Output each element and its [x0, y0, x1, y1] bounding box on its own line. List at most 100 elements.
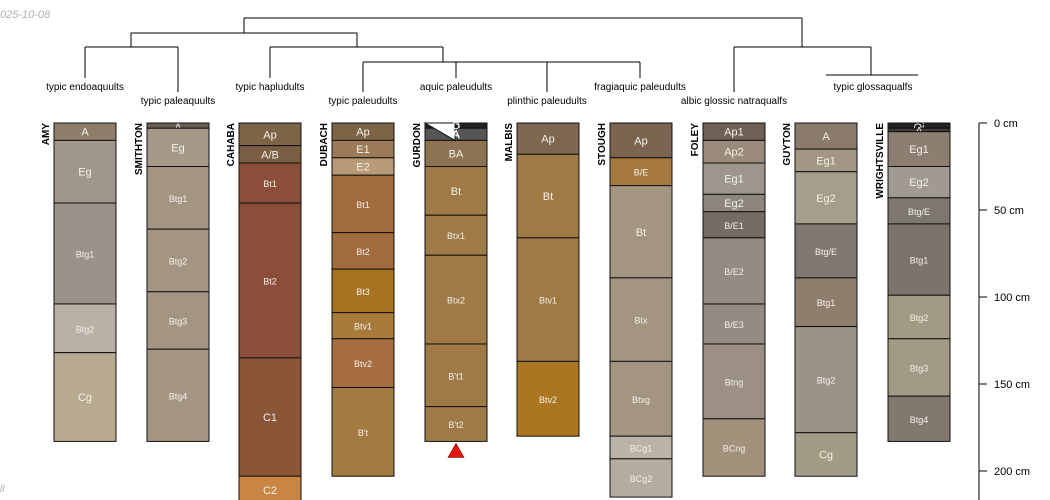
horizon — [238, 357, 302, 477]
profile-cahaba: Ap A/B Bt1 Bt2 C1 C2 CAHABA — [226, 122, 302, 500]
horizon-label: B't2 — [448, 420, 463, 430]
horizon-label: Eg2 — [816, 193, 836, 205]
profile-name: AMY — [41, 123, 52, 146]
horizon-label: Btg1 — [817, 298, 836, 308]
profile-name: GUYTON — [782, 123, 793, 166]
profile-smithton: AEgBtg1Btg2Btg3Btg4SMITHTON — [134, 122, 210, 442]
taxon-label: typic paleaquults — [141, 96, 216, 107]
horizon-label: Bt2 — [263, 276, 277, 286]
horizon — [331, 232, 395, 270]
horizon-label: A — [452, 128, 460, 140]
horizon-label: Bt3 — [356, 287, 370, 297]
taxonomic-dendrogram — [84, 17, 918, 92]
horizon — [887, 294, 951, 340]
horizon — [331, 386, 395, 477]
horizon — [146, 127, 210, 167]
horizon — [609, 157, 673, 187]
horizon-label: Cg — [819, 449, 833, 461]
horizon-label: B/E1 — [724, 221, 744, 231]
horizon-label: Ap — [356, 127, 369, 139]
horizon — [887, 131, 951, 167]
horizon-label: Ap — [634, 135, 647, 147]
horizon-label: Btx — [634, 316, 648, 326]
horizon-label: Bt1 — [263, 179, 277, 189]
horizon-label: Btg1 — [169, 194, 188, 204]
profile-name: FOLEY — [690, 123, 701, 157]
horizon-label: C2 — [263, 485, 277, 497]
horizon — [516, 360, 580, 437]
horizon — [146, 166, 210, 230]
horizon — [702, 237, 766, 305]
horizon — [702, 418, 766, 477]
depth-tick-label: 200 cm — [994, 466, 1030, 478]
horizon — [702, 162, 766, 195]
profile-name: GURDON — [412, 123, 423, 167]
horizon-label: Btg/E — [908, 207, 930, 217]
horizon-label: Btv2 — [539, 395, 557, 405]
horizon-label: O — [452, 121, 460, 132]
horizon-label: Btg1 — [910, 256, 929, 266]
horizon-label: Bt — [636, 227, 646, 239]
horizon-label: Bt2 — [356, 247, 370, 257]
horizon-label: Bt — [543, 191, 553, 203]
horizon — [794, 171, 858, 225]
horizon — [146, 348, 210, 442]
profile-name: SMITHTON — [134, 123, 145, 175]
horizon-label: Btx1 — [447, 231, 465, 241]
profile-name: MALBIS — [504, 123, 515, 162]
horizon — [424, 214, 488, 256]
horizon-label: Eg2 — [724, 198, 744, 210]
depth-marker-triangle — [447, 442, 465, 458]
horizon-label: Btg2 — [910, 313, 929, 323]
horizon-label: B/E3 — [724, 320, 744, 330]
horizon — [609, 277, 673, 362]
horizon — [609, 122, 673, 159]
horizon-label: BCg1 — [630, 444, 653, 454]
profile-name: WRIGHTSVILLE — [875, 123, 886, 199]
horizon — [53, 352, 117, 442]
taxon-label: albic glossic natraqualfs — [681, 96, 787, 107]
taxon-label: typic paleudults — [329, 96, 398, 107]
profile-dubach: Ap E1 E2 Bt1 Bt2 Bt3 Btv1 Btv2 B't DUBACH — [319, 122, 395, 477]
horizon-label: Eg — [78, 167, 91, 179]
horizon — [238, 475, 302, 500]
horizon — [887, 395, 951, 442]
horizon-label: B/E2 — [724, 267, 744, 277]
horizon — [238, 202, 302, 359]
horizon — [146, 291, 210, 350]
horizon-label: A/B — [261, 149, 279, 161]
horizon-label: Ap1 — [724, 127, 744, 139]
horizon-label: E2 — [356, 162, 369, 174]
horizon-label: Btg2 — [76, 324, 95, 334]
horizon — [887, 223, 951, 296]
horizon — [887, 338, 951, 397]
depth-tick-label: 50 cm — [994, 205, 1024, 217]
horizon-label: Eg1 — [816, 155, 836, 167]
taxon-label: fragiaquic paleudults — [594, 82, 686, 93]
taxon-label: plinthic paleudults — [507, 96, 587, 107]
horizon — [331, 174, 395, 234]
profile-stough: Ap B/E Bt Btx Btxg BCg1 BCg2 STOUGH — [597, 122, 673, 498]
horizon-label: Btg4 — [910, 415, 929, 425]
depth-tick-label: 0 cm — [994, 118, 1018, 130]
profile-amy: A Eg Btg1 Btg2 Cg AMY — [41, 122, 117, 442]
corner-mark: ll — [0, 484, 5, 495]
horizon-label: C1 — [263, 412, 277, 424]
horizon-label: Ap — [263, 129, 276, 141]
horizon-label: Bt1 — [356, 200, 370, 210]
horizon-label: Cg — [78, 392, 92, 404]
horizon — [609, 458, 673, 498]
taxon-label: aquic paleudults — [420, 82, 492, 93]
horizon — [516, 153, 580, 239]
horizon-label: Btv1 — [354, 322, 372, 332]
horizon-label: B/E — [634, 168, 649, 178]
depth-axis: 0 cm 50 cm 100 cm 150 cm 200 cm — [978, 118, 1030, 500]
horizon-label: Btv2 — [354, 359, 372, 369]
horizon — [887, 166, 951, 199]
horizon — [887, 197, 951, 225]
horizon-label: Eg1 — [724, 174, 744, 186]
profile-guyton: A Eg1 Eg2 Btg/E Btg1 Btg2 Cg GUYTON — [782, 122, 858, 477]
profile-name: DUBACH — [319, 123, 330, 166]
